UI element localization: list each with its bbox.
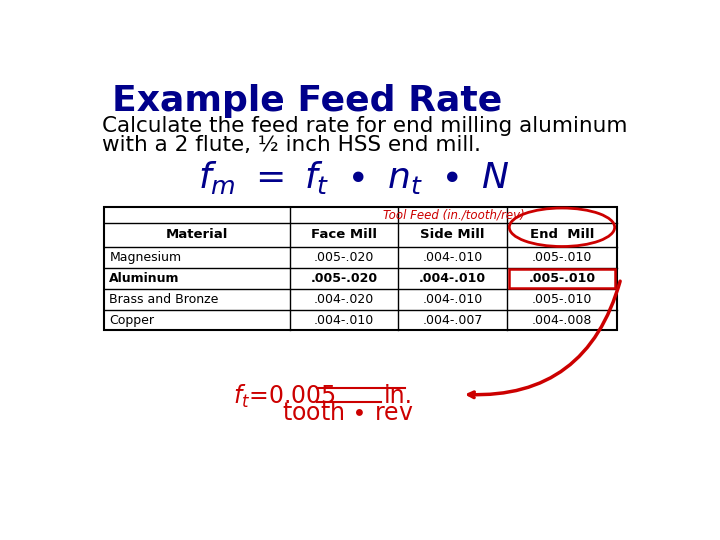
Text: .004-.010: .004-.010	[423, 251, 483, 264]
Bar	[104, 207, 617, 330]
Text: .004-.020: .004-.020	[314, 293, 374, 306]
Text: with a 2 flute, ½ inch HSS end mill.: with a 2 flute, ½ inch HSS end mill.	[102, 135, 482, 155]
Text: .005-.020: .005-.020	[310, 272, 378, 285]
Text: Side Mill: Side Mill	[420, 228, 485, 241]
Text: in.: in.	[384, 384, 413, 408]
Text: Aluminum: Aluminum	[109, 272, 180, 285]
Bar	[508, 269, 616, 288]
Text: .004-.010: .004-.010	[314, 314, 374, 327]
Text: Tool Feed (in./tooth/rev): Tool Feed (in./tooth/rev)	[382, 208, 524, 221]
Text: .005-.020: .005-.020	[314, 251, 374, 264]
Text: .004-.008: .004-.008	[532, 314, 592, 327]
Text: Calculate the feed rate for end milling aluminum: Calculate the feed rate for end milling …	[102, 117, 628, 137]
Text: Example Feed Rate: Example Feed Rate	[112, 84, 502, 118]
Text: $f_t$=0.005: $f_t$=0.005	[233, 382, 336, 409]
Text: tooth $\bullet$ rev: tooth $\bullet$ rev	[282, 401, 414, 425]
Text: .005-.010: .005-.010	[532, 293, 592, 306]
Text: Face Mill: Face Mill	[311, 228, 377, 241]
Text: Brass and Bronze: Brass and Bronze	[109, 293, 219, 306]
Text: .004-.007: .004-.007	[423, 314, 483, 327]
Text: $f_m\ =\ f_t\ \bullet\ n_t\ \bullet\ N$: $f_m\ =\ f_t\ \bullet\ n_t\ \bullet\ N$	[197, 159, 510, 195]
Text: .005-.010: .005-.010	[532, 251, 592, 264]
Text: Material: Material	[166, 228, 228, 241]
Text: Magnesium: Magnesium	[109, 251, 181, 264]
Text: .004-.010: .004-.010	[423, 293, 483, 306]
Text: End  Mill: End Mill	[530, 228, 594, 241]
Text: .005-.010: .005-.010	[528, 272, 595, 285]
Text: Copper: Copper	[109, 314, 154, 327]
Text: .004-.010: .004-.010	[419, 272, 486, 285]
